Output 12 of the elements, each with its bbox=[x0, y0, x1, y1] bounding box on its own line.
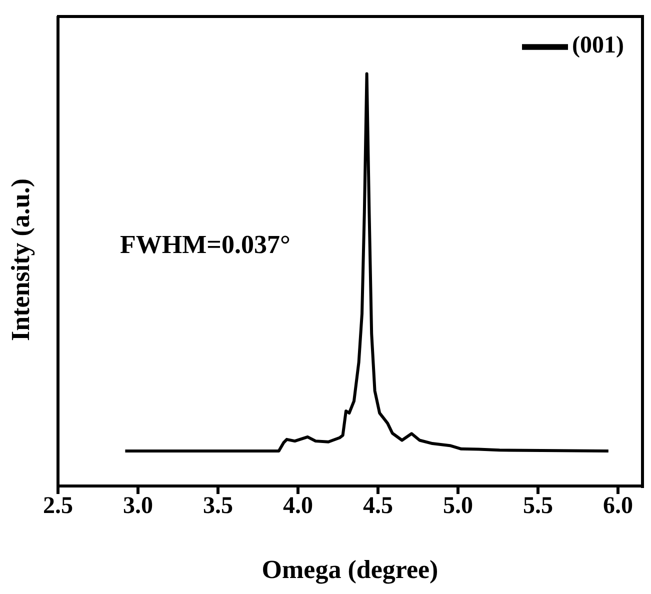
x-tick-label: 4.5 bbox=[363, 493, 393, 520]
x-tick-label: 3.5 bbox=[203, 493, 233, 520]
y-axis-title: Intensity (a.u.) bbox=[6, 178, 36, 341]
x-tick-label: 4.0 bbox=[283, 493, 313, 520]
x-tick-label: 3.0 bbox=[123, 493, 153, 520]
x-tick-label: 2.5 bbox=[43, 493, 73, 520]
x-tick-label: 5.0 bbox=[443, 493, 473, 520]
annotation: FWHM=0.037° bbox=[120, 230, 290, 260]
x-tick-label: 5.5 bbox=[523, 493, 553, 520]
x-tick-label: 6.0 bbox=[603, 493, 633, 520]
legend-label: (001) bbox=[572, 32, 624, 59]
x-axis-title: Omega (degree) bbox=[262, 555, 438, 584]
